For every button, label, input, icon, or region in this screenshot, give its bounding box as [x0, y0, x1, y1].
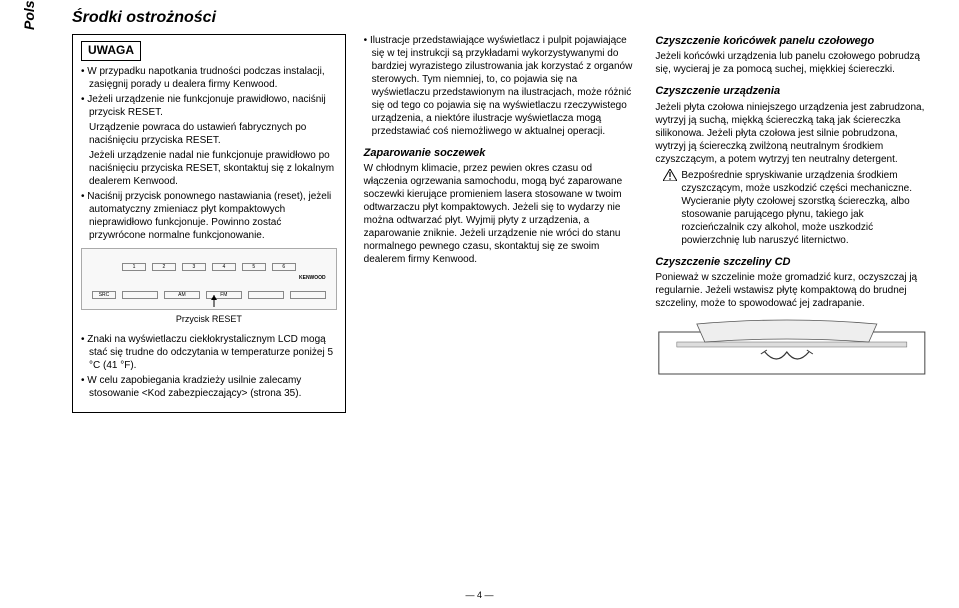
radio-button: [290, 291, 326, 299]
preset-button: 2: [152, 263, 176, 271]
column-3: Czyszczenie końcówek panelu czołowego Je…: [655, 34, 929, 421]
am-button: AM: [164, 291, 200, 299]
bullet-item: W celu zapobiegania kradzieży usilnie za…: [81, 374, 337, 400]
body-text: Jeżeli urządzenie nadal nie funkcjonuje …: [81, 149, 337, 188]
body-text: W chłodnym klimacie, przez pewien okres …: [364, 162, 638, 266]
section-heading: Czyszczenie urządzenia: [655, 84, 929, 98]
bullet-item: Znaki na wyświetlaczu ciekłokrystaliczny…: [81, 333, 337, 372]
warning-row: Bezpośrednie spryskiwanie urządzenia śro…: [655, 169, 929, 247]
section-heading: Zaparowanie soczewek: [364, 146, 638, 160]
body-text: Ponieważ w szczelinie może gromadzić kur…: [655, 271, 929, 310]
bullet-item: Naciśnij przycisk ponownego nastawiania …: [81, 190, 337, 242]
content-columns: UWAGA W przypadku napotkania trudności p…: [72, 34, 929, 421]
src-button: SRC: [92, 291, 116, 299]
radio-button: [248, 291, 284, 299]
arrow-icon: [204, 295, 224, 311]
cd-slot-illustration: [655, 318, 929, 376]
caption: Przycisk RESET: [81, 314, 337, 326]
preset-button: 1: [122, 263, 146, 271]
uwaga-label: UWAGA: [81, 41, 141, 61]
body-text: Urządzenie powraca do ustawień fabryczny…: [81, 121, 337, 147]
page-title: Środki ostrożności: [72, 8, 216, 29]
preset-button: 4: [212, 263, 236, 271]
uwaga-box: UWAGA W przypadku napotkania trudności p…: [72, 34, 346, 413]
bullet-item: W przypadku napotkania trudności podczas…: [81, 65, 337, 91]
preset-button: 6: [272, 263, 296, 271]
section-heading: Czyszczenie szczeliny CD: [655, 255, 929, 269]
page-number: — 4 —: [0, 590, 959, 602]
language-label: Polski: [20, 0, 38, 30]
body-text: Jeżeli płyta czołowa niniejszego urządze…: [655, 101, 929, 166]
preset-button: 5: [242, 263, 266, 271]
warning-text: Bezpośrednie spryskiwanie urządzenia śro…: [681, 169, 929, 247]
preset-button: 3: [182, 263, 206, 271]
section-heading: Czyszczenie końcówek panelu czołowego: [655, 34, 929, 48]
bullet-item: Ilustracje przedstawiające wyświetlacz i…: [364, 34, 638, 138]
column-2: Ilustracje przedstawiające wyświetlacz i…: [364, 34, 638, 421]
radio-illustration: 1 2 3 4 5 6 KENWOOD SRC AM FM: [81, 248, 337, 310]
column-1: UWAGA W przypadku napotkania trudności p…: [72, 34, 346, 421]
warning-icon: [663, 169, 677, 247]
radio-button: [122, 291, 158, 299]
brand-label: KENWOOD: [299, 275, 326, 282]
body-text: Jeżeli końcówki urządzenia lub panelu cz…: [655, 50, 929, 76]
bullet-item: Jeżeli urządzenie nie funkcjonuje prawid…: [81, 93, 337, 119]
